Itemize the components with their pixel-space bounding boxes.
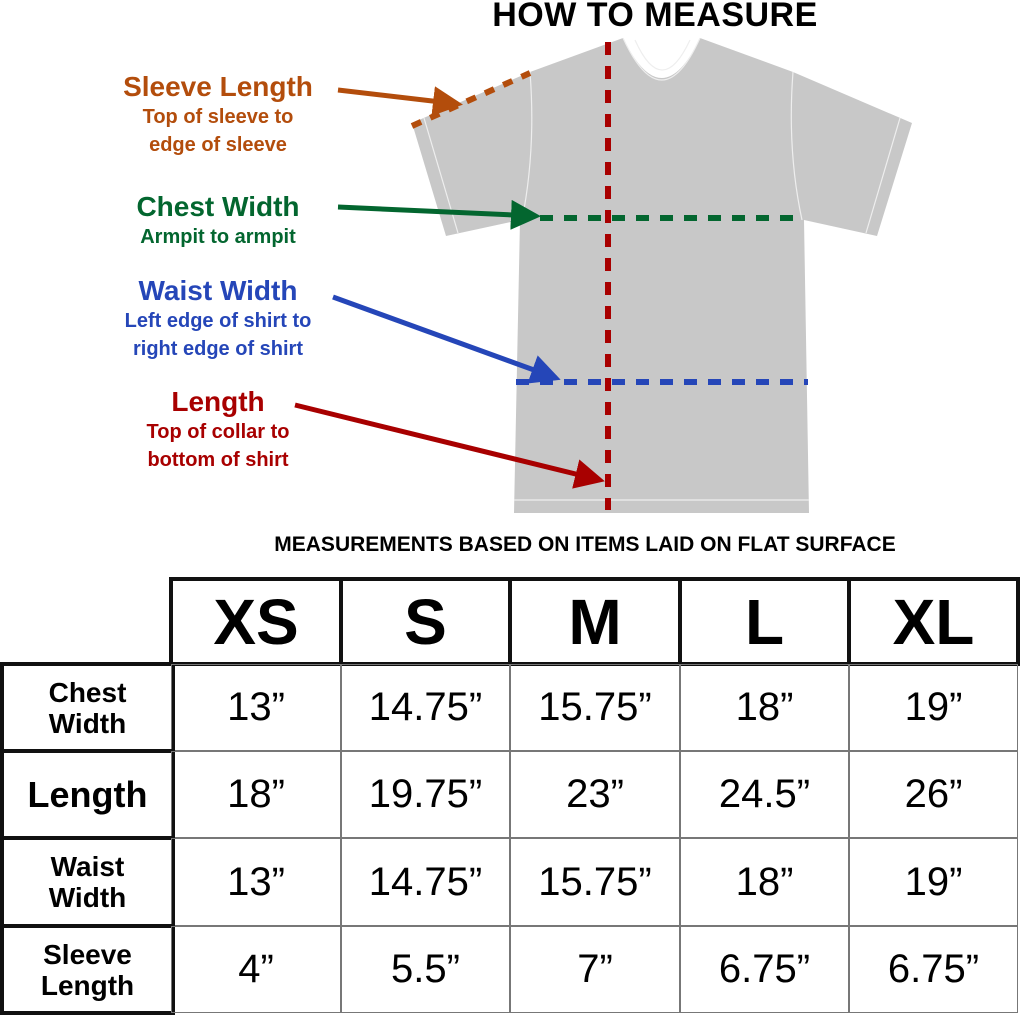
callout-chest-width: Chest Width Armpit to armpit bbox=[60, 191, 376, 251]
waist-arrow bbox=[332, 294, 561, 384]
table-cell: 23” bbox=[510, 751, 680, 838]
table-cell: 26” bbox=[849, 751, 1018, 838]
callout-desc: Left edge of shirt to bbox=[124, 310, 312, 332]
row-header: Sleeve Length bbox=[0, 924, 175, 1015]
size-header-l: L bbox=[678, 577, 851, 666]
callout-heading: Length bbox=[171, 386, 265, 417]
row-header: Waist Width bbox=[0, 836, 175, 928]
callout-desc: edge of sleeve bbox=[149, 134, 287, 156]
row-label: Waist bbox=[50, 851, 125, 882]
row-label: Sleeve bbox=[43, 938, 132, 970]
table-cell: 14.75” bbox=[341, 664, 510, 751]
table-cell: 4” bbox=[171, 926, 341, 1013]
length-arrow bbox=[294, 402, 605, 489]
callout-desc: Top of collar to bbox=[146, 421, 290, 443]
callout-waist-width: Waist Width Left edge of shirt to right … bbox=[60, 275, 376, 363]
t-shirt-shape bbox=[412, 38, 912, 513]
table-cell: 19” bbox=[849, 664, 1018, 751]
row-label: Width bbox=[48, 707, 127, 739]
callout-desc: bottom of shirt bbox=[147, 449, 289, 471]
sleeve-arrow bbox=[337, 86, 463, 117]
page-title: HOW TO MEASURE bbox=[492, 0, 818, 34]
table-cell: 18” bbox=[680, 838, 849, 926]
row-label: Length bbox=[27, 774, 148, 815]
row-label: Chest bbox=[48, 676, 127, 708]
table-cell: 14.75” bbox=[341, 838, 510, 926]
table-note: MEASUREMENTS BASED ON ITEMS LAID ON FLAT… bbox=[274, 533, 896, 556]
row-label: Width bbox=[48, 882, 127, 913]
callout-desc: right edge of shirt bbox=[133, 338, 303, 360]
table-cell: 6.75” bbox=[680, 926, 849, 1013]
callout-sleeve-length: Sleeve Length Top of sleeve to edge of s… bbox=[60, 71, 376, 159]
callout-heading: Chest Width bbox=[136, 191, 300, 222]
table-cell: 18” bbox=[171, 751, 341, 838]
table-cell: 5.5” bbox=[341, 926, 510, 1013]
table-cell: 7” bbox=[510, 926, 680, 1013]
size-header-xl: XL bbox=[847, 577, 1020, 666]
table-cell: 19.75” bbox=[341, 751, 510, 838]
row-label: Length bbox=[40, 969, 135, 1001]
callout-length: Length Top of collar to bottom of shirt bbox=[60, 386, 376, 474]
sleeve-measure-line bbox=[410, 70, 532, 129]
size-header-s: S bbox=[339, 577, 512, 666]
callout-heading: Waist Width bbox=[138, 275, 298, 306]
table-cell: 6.75” bbox=[849, 926, 1018, 1013]
table-cell: 15.75” bbox=[510, 664, 680, 751]
size-header-xs: XS bbox=[169, 577, 343, 666]
shirt-diagram bbox=[294, 37, 912, 513]
table-cell: 13” bbox=[171, 664, 341, 751]
table-cell: 13” bbox=[171, 838, 341, 926]
row-header: Chest Width bbox=[0, 662, 175, 753]
table-cell: 19” bbox=[849, 838, 1018, 926]
size-header-m: M bbox=[508, 577, 682, 666]
table-cell: 24.5” bbox=[680, 751, 849, 838]
chest-arrow bbox=[337, 199, 541, 230]
row-header: Length bbox=[0, 749, 175, 840]
callout-heading: Sleeve Length bbox=[123, 71, 313, 102]
table-cell: 18” bbox=[680, 664, 849, 751]
table-cell: 15.75” bbox=[510, 838, 680, 926]
callout-desc: Armpit to armpit bbox=[140, 226, 296, 248]
callout-desc: Top of sleeve to bbox=[142, 106, 294, 128]
